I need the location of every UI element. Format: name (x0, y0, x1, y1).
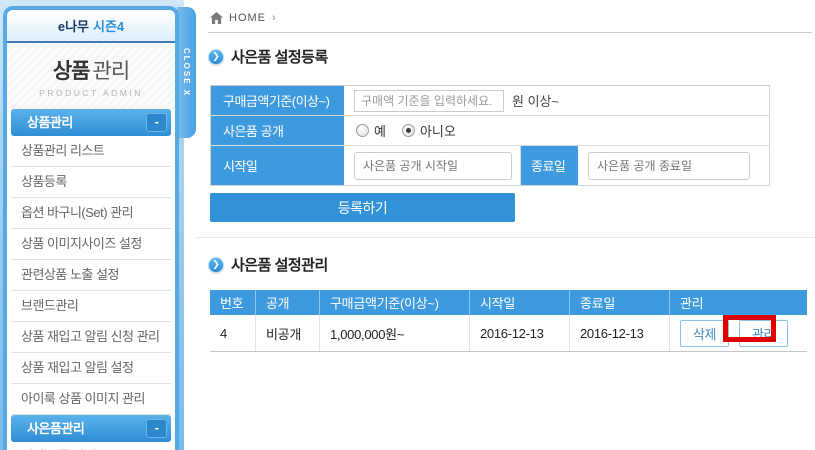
cell-start: 2016-12-13 (470, 315, 570, 351)
logo-brand: e나무 (57, 19, 89, 34)
sidebar-item-restock-request[interactable]: 상품 재입고 알림 신청 관리 (11, 322, 171, 353)
collapse-icon[interactable]: - (146, 113, 167, 132)
cell-no: 4 (210, 315, 256, 351)
manage-section-title: ❯ 사은품 설정관리 (208, 254, 328, 275)
sidebar-item-product-register[interactable]: 상품등록 (11, 167, 171, 198)
visibility-radio-group: 예 아니오 (356, 121, 472, 140)
table-row: 4 비공개 1,000,000원~ 2016-12-13 2016-12-13 … (210, 315, 807, 352)
sidebar: e나무 시즌4 상품 관리 PRODUCT ADMIN 상품관리 - 상품관리 리… (3, 6, 179, 450)
register-button[interactable]: 등록하기 (210, 193, 515, 222)
sidebar-title-block: 상품 관리 PRODUCT ADMIN (7, 43, 175, 109)
sidebar-item-gift-setting[interactable]: 설정 등록/관리 (11, 442, 171, 450)
delete-button[interactable]: 삭제 (680, 319, 729, 347)
app-logo: e나무 시즌4 (7, 10, 175, 43)
cell-amount: 1,000,000원~ (320, 315, 470, 351)
breadcrumb-separator: › (272, 12, 277, 24)
sidebar-item-product-list[interactable]: 상품관리 리스트 (11, 136, 171, 167)
sidebar-item-restock-setting[interactable]: 상품 재입고 알림 설정 (11, 353, 171, 384)
header-no: 번호 (210, 290, 256, 315)
radio-no-label[interactable]: 아니오 (419, 124, 456, 139)
header-amount: 구매금액기준(이상~) (320, 290, 470, 315)
amount-input[interactable] (354, 89, 504, 112)
main-content: HOME › ❯ 사은품 설정등록 구매금액기준(이상~) 원 이상~ 사은품 … (196, 0, 815, 450)
arrow-bullet-icon: ❯ (208, 256, 224, 273)
header-manage: 관리 (680, 296, 704, 311)
cell-visibility: 비공개 (256, 315, 320, 351)
header-start: 시작일 (470, 290, 570, 315)
sidebar-item-ilook-image[interactable]: 아이룩 상품 이미지 관리 (11, 384, 171, 415)
sidebar-item-brand[interactable]: 브랜드관리 (11, 291, 171, 322)
start-date-label: 시작일 (211, 146, 344, 185)
amount-suffix: 원 이상~ (512, 94, 560, 109)
sidebar-close-tab[interactable]: CLOSE X (177, 7, 196, 138)
sidebar-section-product[interactable]: 상품관리 - (11, 109, 171, 136)
page-subtitle: PRODUCT ADMIN (39, 88, 143, 98)
breadcrumb-home-link[interactable]: HOME (229, 12, 266, 24)
sidebar-item-option-set[interactable]: 옵션 바구니(Set) 관리 (11, 198, 171, 229)
end-date-input[interactable] (588, 151, 750, 180)
breadcrumb-divider (208, 32, 812, 33)
page-title: 상품 관리 (52, 60, 130, 83)
cell-actions: 삭제 관리 (670, 315, 807, 351)
end-date-label: 종료일 (520, 146, 578, 185)
cell-end: 2016-12-13 (570, 315, 670, 351)
header-visibility: 공개 (256, 290, 320, 315)
collapse-icon[interactable]: - (146, 419, 167, 438)
section-divider (196, 237, 815, 238)
date-row: 시작일 종료일 (211, 146, 769, 185)
logo-season: 시즌4 (93, 19, 125, 34)
sidebar-menu-gift: 설정 등록/관리 (7, 442, 175, 450)
start-date-input[interactable] (354, 151, 512, 180)
register-section-title: ❯ 사은품 설정등록 (208, 46, 328, 67)
amount-label: 구매금액기준(이상~) (211, 86, 344, 115)
table-header-row: 번호 공개 구매금액기준(이상~) 시작일 종료일 관리 (210, 290, 807, 315)
manage-button[interactable]: 관리 (738, 319, 788, 347)
sidebar-item-related-exposure[interactable]: 관련상품 노출 설정 (11, 260, 171, 291)
sidebar-item-image-size[interactable]: 상품 이미지사이즈 설정 (11, 229, 171, 260)
gift-register-form: 구매금액기준(이상~) 원 이상~ 사은품 공개 예 아니오 시작일 종료일 (210, 85, 770, 186)
arrow-bullet-icon: ❯ (208, 48, 224, 65)
breadcrumb: HOME › (210, 12, 277, 24)
sidebar-menu-product: 상품관리 리스트 상품등록 옵션 바구니(Set) 관리 상품 이미지사이즈 설… (7, 136, 175, 415)
gift-table: 번호 공개 구매금액기준(이상~) 시작일 종료일 관리 4 비공개 1,000… (210, 290, 807, 352)
sidebar-section-gift[interactable]: 사은품관리 - (11, 415, 171, 442)
header-end: 종료일 (570, 290, 670, 315)
amount-row: 구매금액기준(이상~) 원 이상~ (211, 86, 769, 116)
radio-yes-label[interactable]: 예 (374, 124, 386, 139)
radio-yes[interactable] (356, 124, 369, 137)
visibility-label: 사은품 공개 (211, 116, 344, 145)
radio-no[interactable] (401, 124, 415, 137)
home-icon (210, 12, 223, 24)
visibility-row: 사은품 공개 예 아니오 (211, 116, 769, 146)
